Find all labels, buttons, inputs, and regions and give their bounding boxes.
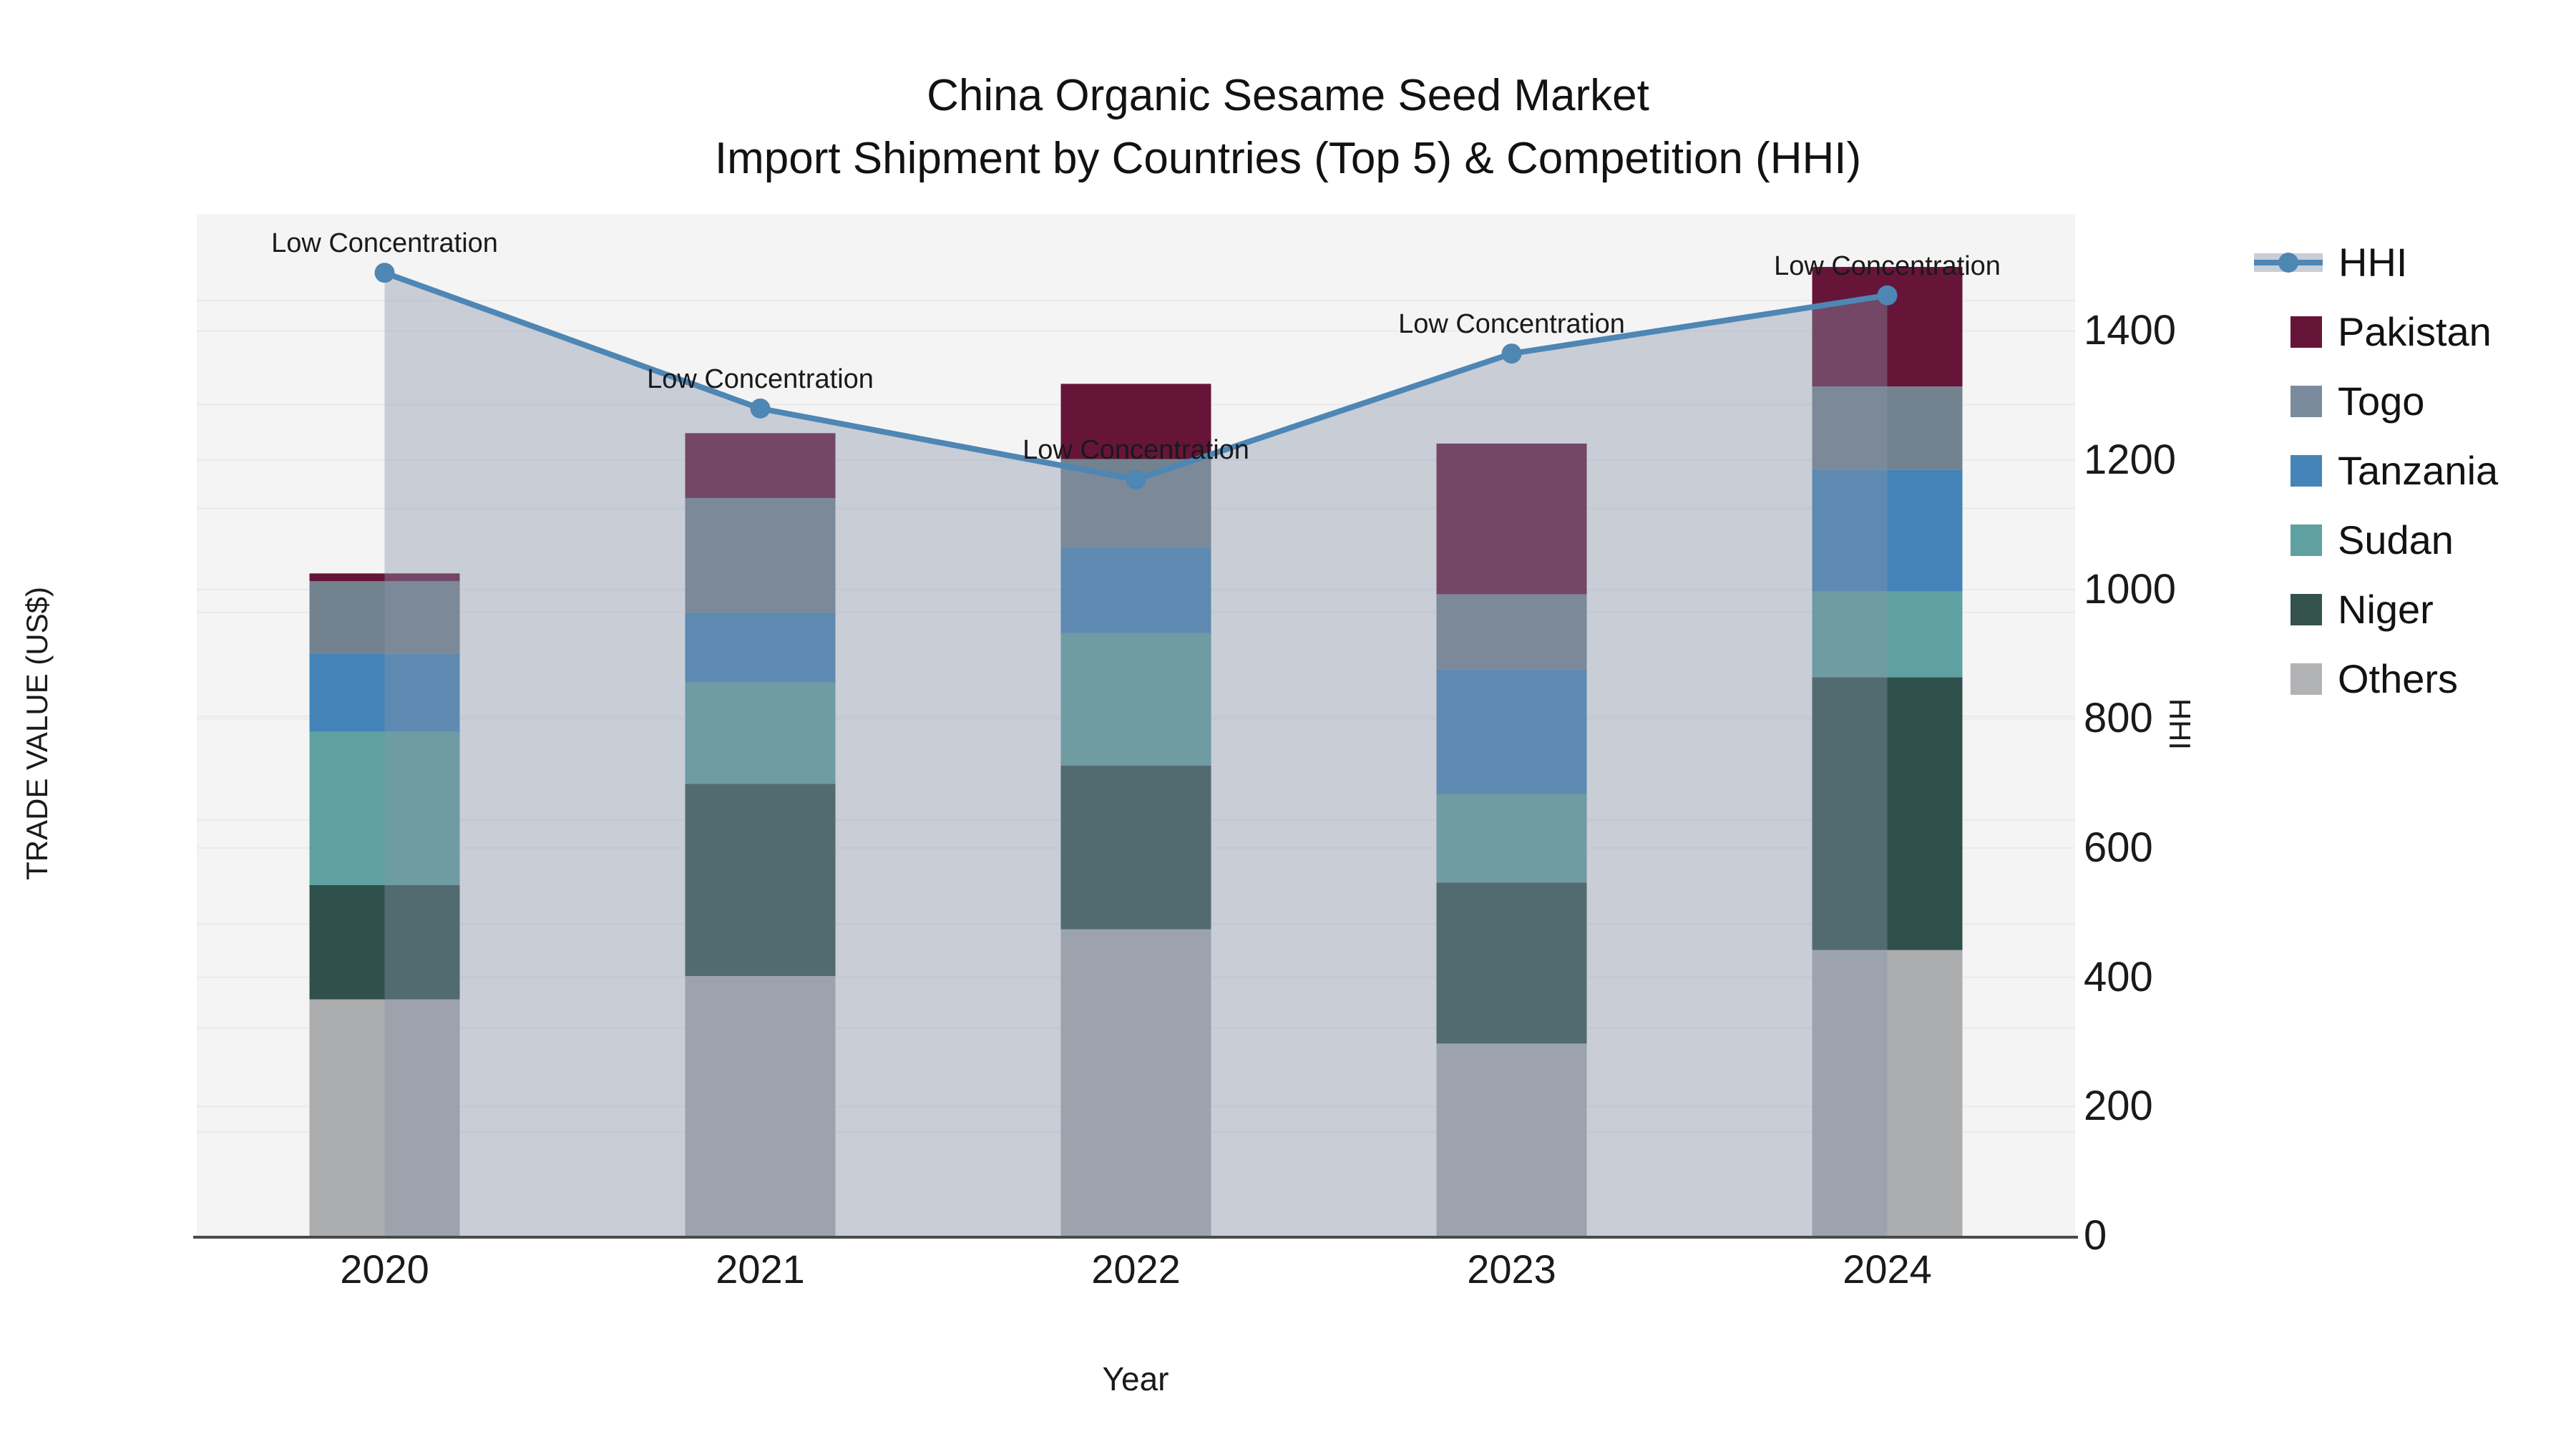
bar-segment-others-2023[interactable]: [1436, 1043, 1587, 1236]
bar-segment-niger-2022[interactable]: [1060, 765, 1211, 930]
hhi-marker-2023[interactable]: [1501, 343, 1522, 364]
legend-label-pakistan: Pakistan: [2338, 309, 2492, 354]
y-axis-left-title: TRADE VALUE (US$): [20, 587, 54, 880]
legend: HHI Pakistan Togo Tanzania Sudan Niger O…: [2254, 228, 2498, 713]
bar-segment-pakistan-2021[interactable]: [685, 433, 836, 499]
x-axis-title: Year: [1102, 1360, 1169, 1397]
hhi-marker-2024[interactable]: [1877, 285, 1898, 306]
bar-segment-pakistan-2020[interactable]: [309, 573, 460, 582]
hhi-marker-2022[interactable]: [1126, 469, 1146, 490]
legend-item-niger[interactable]: Niger: [2254, 575, 2498, 644]
bar-segment-sudan-2024[interactable]: [1812, 591, 1963, 678]
legend-label-togo: Togo: [2338, 379, 2425, 424]
y-right-tick-0: 0: [2084, 1212, 2107, 1259]
x-tick-2024: 2024: [1843, 1246, 1932, 1292]
bar-segment-niger-2021[interactable]: [685, 784, 836, 977]
bar-segment-tanzania-2022[interactable]: [1060, 547, 1211, 633]
x-tick-2022: 2022: [1091, 1246, 1181, 1292]
togo-color-swatch: [2290, 385, 2322, 417]
y-right-tick-600: 600: [2084, 824, 2153, 872]
bar-segment-tanzania-2024[interactable]: [1812, 469, 1963, 592]
bar-segment-pakistan-2023[interactable]: [1436, 443, 1587, 595]
tanzania-color-swatch: [2290, 454, 2322, 487]
annotation-2021: Low Concentration: [647, 364, 874, 394]
bar-segment-niger-2023[interactable]: [1436, 882, 1587, 1044]
annotation-2020: Low Concentration: [271, 228, 498, 259]
y-right-tick-200: 200: [2084, 1083, 2153, 1130]
others-color-swatch: [2290, 663, 2322, 695]
hhi-line-swatch-icon: [2254, 241, 2323, 284]
bar-segment-sudan-2021[interactable]: [685, 682, 836, 784]
bar-segment-others-2021[interactable]: [685, 976, 836, 1236]
legend-label-sudan: Sudan: [2338, 517, 2454, 562]
bar-segment-tanzania-2020[interactable]: [309, 653, 460, 732]
legend-item-hhi[interactable]: HHI: [2254, 228, 2498, 297]
legend-item-sudan[interactable]: Sudan: [2254, 505, 2498, 575]
pakistan-color-swatch: [2290, 316, 2322, 348]
annotation-2024: Low Concentration: [1774, 250, 2001, 281]
bar-segment-tanzania-2023[interactable]: [1436, 669, 1587, 794]
bar-segment-togo-2023[interactable]: [1436, 594, 1587, 670]
y-right-tick-1400: 1400: [2084, 307, 2177, 354]
bar-segment-tanzania-2021[interactable]: [685, 612, 836, 683]
legend-label-niger: Niger: [2338, 587, 2434, 632]
annotation-2023: Low Concentration: [1398, 309, 1625, 340]
hhi-area-fill: [384, 273, 1888, 1236]
x-tick-2021: 2021: [716, 1246, 805, 1292]
niger-color-swatch: [2290, 593, 2322, 625]
chart-canvas: [197, 263, 2075, 1236]
bar-segment-sudan-2020[interactable]: [309, 731, 460, 885]
legend-item-pakistan[interactable]: Pakistan: [2254, 297, 2498, 366]
legend-item-others[interactable]: Others: [2254, 644, 2498, 713]
y-right-tick-800: 800: [2084, 695, 2153, 742]
bar-segment-sudan-2023[interactable]: [1436, 794, 1587, 883]
hhi-marker-2020[interactable]: [374, 263, 395, 283]
legend-label-others: Others: [2338, 656, 2459, 701]
bar-segment-togo-2021[interactable]: [685, 498, 836, 613]
annotation-2022: Low Concentration: [1023, 435, 1249, 466]
bar-segment-others-2020[interactable]: [309, 999, 460, 1236]
legend-label-hhi: HHI: [2338, 240, 2408, 285]
bar-segment-others-2022[interactable]: [1060, 929, 1211, 1236]
legend-item-tanzania[interactable]: Tanzania: [2254, 436, 2498, 505]
bar-segment-niger-2024[interactable]: [1812, 677, 1963, 950]
legend-item-togo[interactable]: Togo: [2254, 366, 2498, 436]
chart-title: China Organic Sesame Seed Market: [927, 71, 1649, 120]
x-axis-line: [193, 1236, 2078, 1239]
bar-segment-togo-2024[interactable]: [1812, 386, 1963, 470]
sudan-color-swatch: [2290, 524, 2322, 556]
bar-segment-others-2024[interactable]: [1812, 950, 1963, 1236]
x-tick-2020: 2020: [340, 1246, 429, 1292]
bar-segment-pakistan-2022[interactable]: [1060, 384, 1211, 459]
x-tick-2023: 2023: [1467, 1246, 1556, 1292]
bar-segment-niger-2020[interactable]: [309, 884, 460, 1000]
hhi-marker-2021[interactable]: [750, 398, 771, 419]
hhi-marker-dot-icon: [2278, 252, 2298, 273]
y-right-tick-1000: 1000: [2084, 565, 2177, 613]
y-right-tick-400: 400: [2084, 953, 2153, 1000]
bar-segment-togo-2020[interactable]: [309, 581, 460, 654]
y-right-tick-1200: 1200: [2084, 436, 2177, 484]
bar-segment-sudan-2022[interactable]: [1060, 633, 1211, 766]
legend-label-tanzania: Tanzania: [2338, 448, 2499, 493]
chart-subtitle: Import Shipment by Countries (Top 5) & C…: [714, 134, 1862, 183]
